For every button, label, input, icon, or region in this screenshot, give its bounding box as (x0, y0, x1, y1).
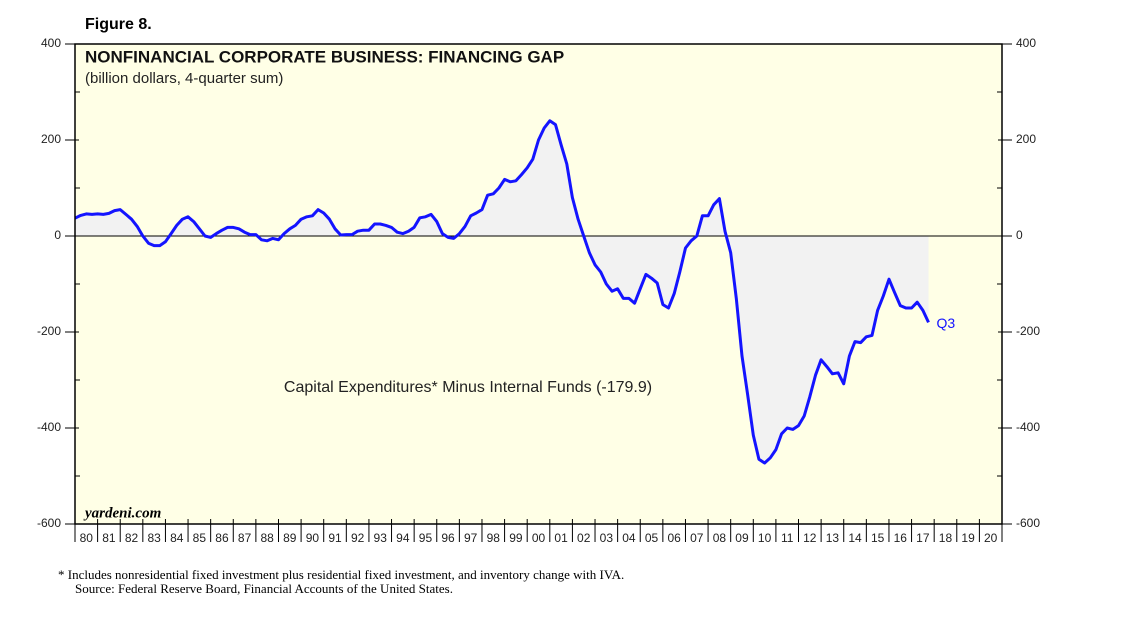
x-tick-label: 81 (102, 531, 116, 545)
y2-tick-label: -600 (1016, 516, 1040, 530)
x-tick-label: 83 (147, 531, 161, 545)
x-tick-label: 04 (622, 531, 636, 545)
x-tick-label: 02 (577, 531, 591, 545)
footnote: Source: Federal Reserve Board, Financial… (75, 581, 453, 596)
x-tick-label: 91 (328, 531, 342, 545)
x-tick-label: 10 (758, 531, 772, 545)
x-tick-label: 19 (961, 531, 975, 545)
y2-tick-label: 400 (1016, 36, 1036, 50)
x-tick-label: 14 (848, 531, 862, 545)
x-tick-label: 08 (713, 531, 727, 545)
x-tick-label: 86 (215, 531, 229, 545)
x-tick-label: 01 (554, 531, 568, 545)
x-tick-label: 95 (419, 531, 433, 545)
data-line (74, 119, 930, 465)
y2-tick-label: 0 (1016, 228, 1023, 242)
x-tick-label: 87 (238, 531, 252, 545)
x-tick-label: 80 (80, 531, 94, 545)
watermark: yardeni.com (83, 505, 161, 521)
figure-label: Figure 8. (85, 16, 152, 33)
y-tick-label: -200 (37, 324, 61, 338)
x-tick-label: 05 (645, 531, 659, 545)
x-tick-label: 00 (532, 531, 546, 545)
x-tick-label: 07 (690, 531, 704, 545)
y2-tick-label: 200 (1016, 132, 1036, 146)
x-tick-label: 88 (261, 531, 275, 545)
x-tick-label: 12 (803, 531, 817, 545)
footnote: * Includes nonresidential fixed investme… (58, 567, 624, 582)
x-tick-label: 06 (667, 531, 681, 545)
chart-subtitle: (billion dollars, 4-quarter sum) (85, 70, 283, 87)
x-tick-label: 03 (600, 531, 614, 545)
x-tick-label: 11 (781, 531, 794, 545)
x-tick-label: 90 (306, 531, 320, 545)
x-tick-label: 96 (441, 531, 455, 545)
x-tick-label: 09 (735, 531, 749, 545)
x-tick-label: 20 (984, 531, 998, 545)
x-tick-label: 18 (939, 531, 953, 545)
x-tick-label: 98 (487, 531, 501, 545)
x-tick-label: 94 (396, 531, 410, 545)
y2-tick-label: -400 (1016, 420, 1040, 434)
x-tick-label: 16 (894, 531, 908, 545)
y2-tick-label: -200 (1016, 324, 1040, 338)
plot-area (74, 44, 1002, 524)
x-tick-label: 85 (193, 531, 207, 545)
y-tick-label: 200 (41, 132, 61, 146)
end-label: Q3 (937, 315, 956, 331)
annotation: Capital Expenditures* Minus Internal Fun… (284, 379, 652, 396)
x-tick-label: 82 (125, 531, 139, 545)
y-tick-label: -600 (37, 516, 61, 530)
x-tick-label: 97 (464, 531, 478, 545)
x-tick-label: 17 (916, 531, 930, 545)
x-tick-label: 15 (871, 531, 885, 545)
y-tick-label: -400 (37, 420, 61, 434)
x-tick-label: 93 (374, 531, 388, 545)
y-tick-label: 400 (41, 36, 61, 50)
x-tick-label: 84 (170, 531, 184, 545)
chart-title: NONFINANCIAL CORPORATE BUSINESS: FINANCI… (85, 47, 564, 66)
y-tick-label: 0 (54, 228, 61, 242)
x-tick-label: 99 (509, 531, 523, 545)
x-tick-label: 92 (351, 531, 365, 545)
x-tick-label: 89 (283, 531, 297, 545)
area-fill (75, 120, 929, 464)
x-tick-label: 13 (826, 531, 840, 545)
